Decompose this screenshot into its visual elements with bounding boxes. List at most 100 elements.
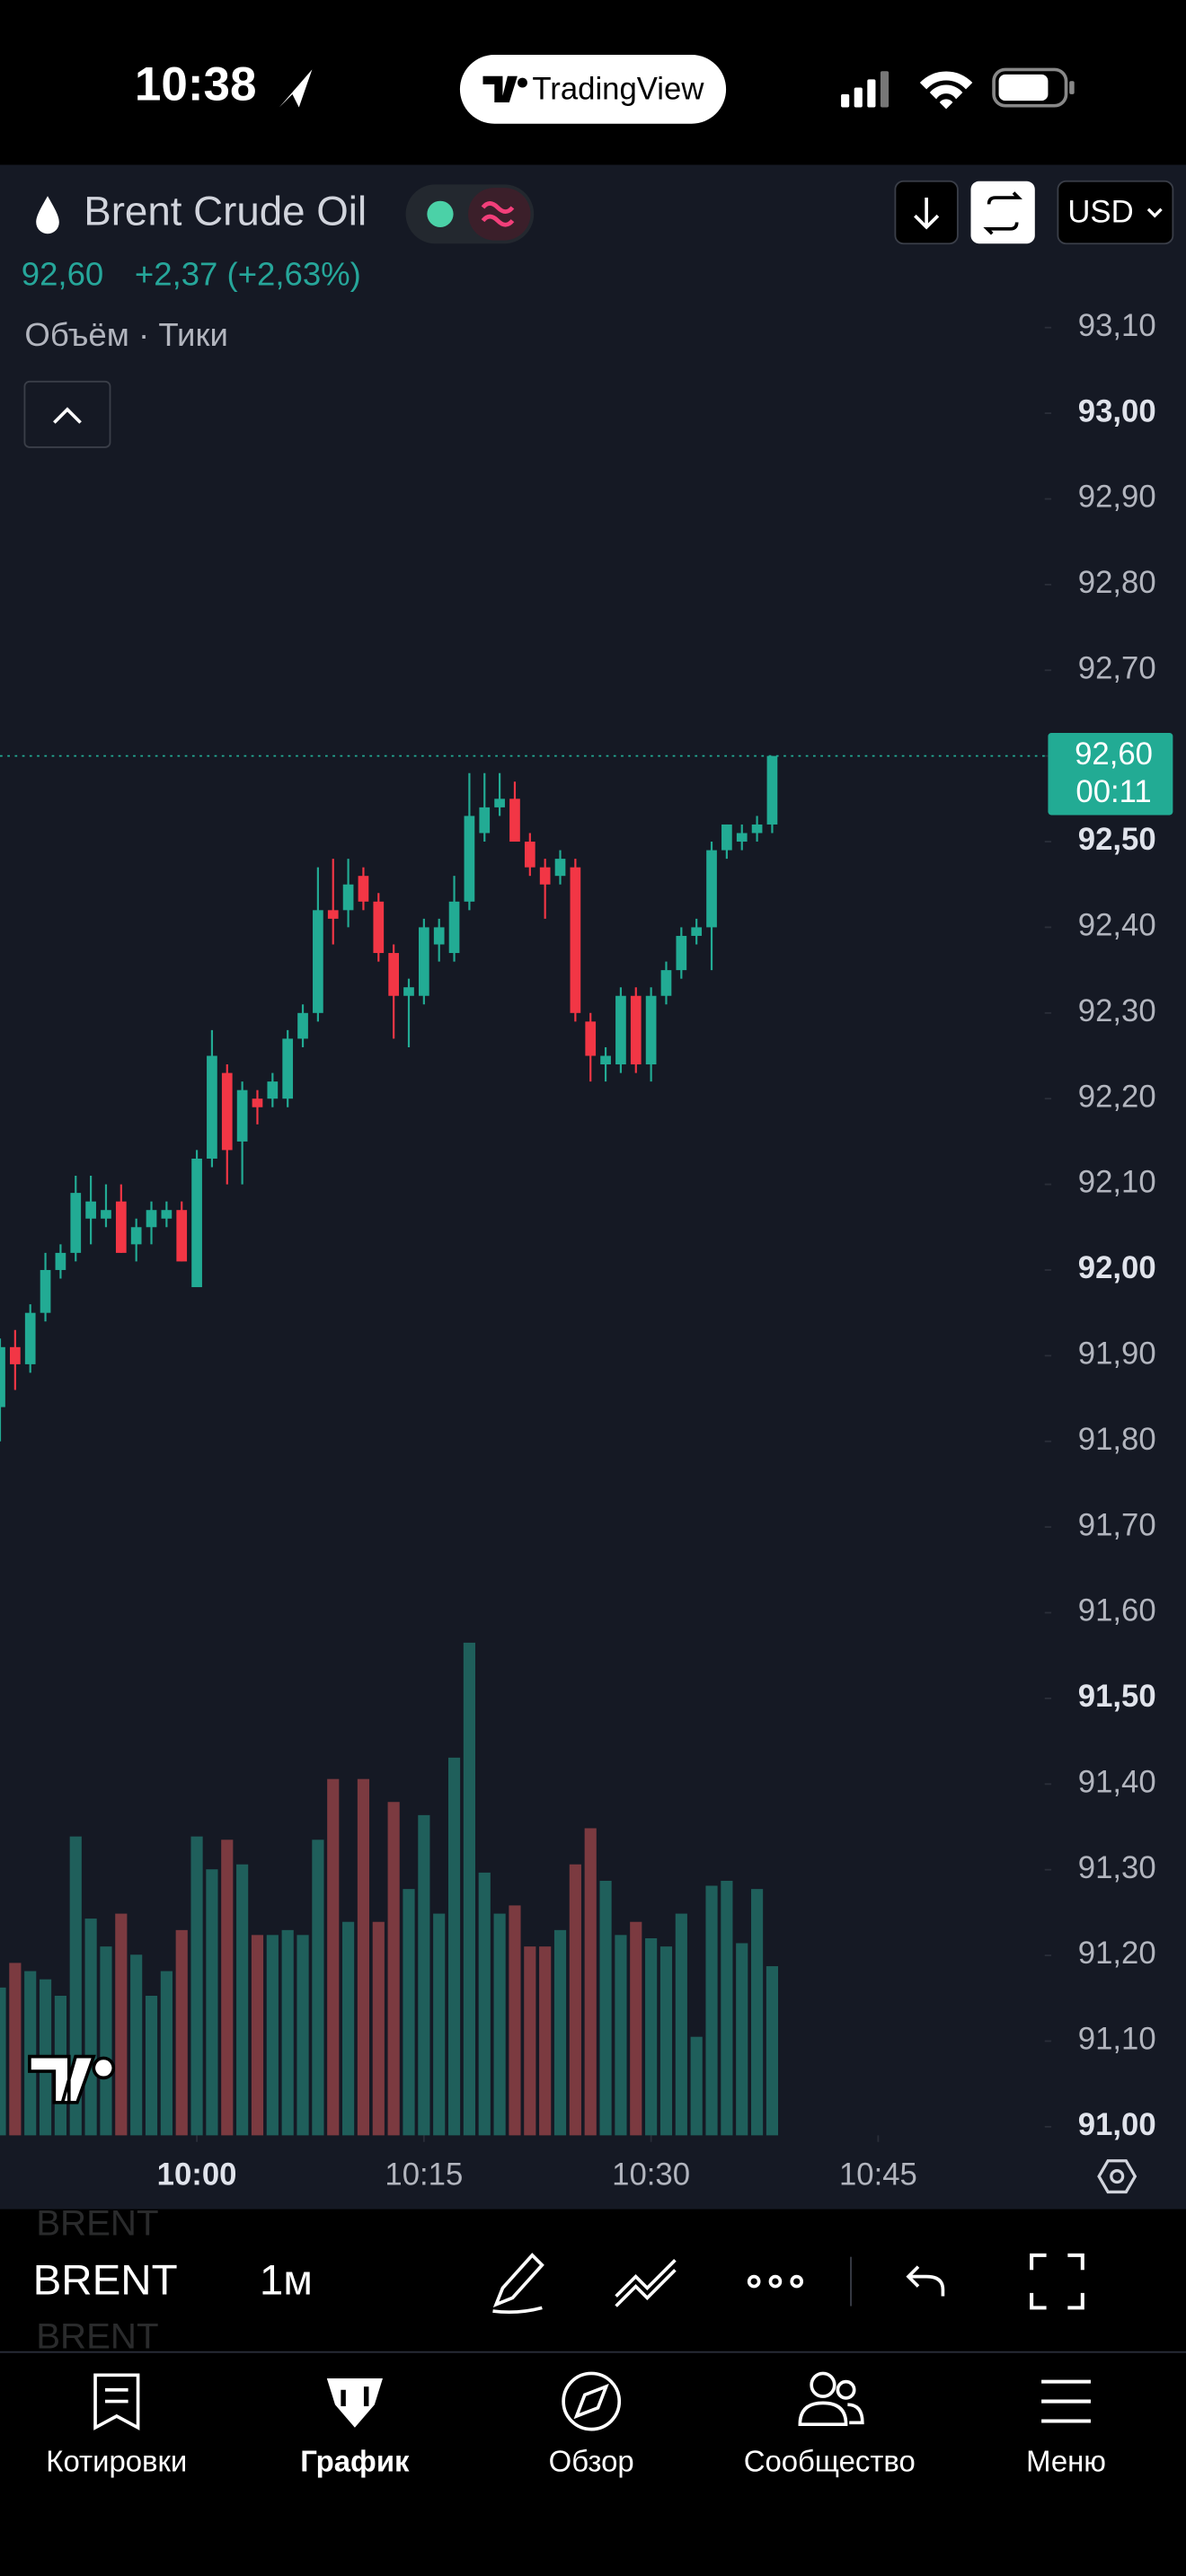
toolbar-symbol[interactable]: BRENT (33, 2256, 178, 2304)
candle-body (373, 901, 385, 954)
y-tick-label: 91,10 (1078, 2023, 1156, 2057)
volume-bar (190, 1836, 203, 2136)
currency-caret (1146, 207, 1163, 218)
x-tick-label: 10:45 (839, 2157, 917, 2192)
y-tick-label: 92,30 (1078, 994, 1156, 1028)
volume-bar (690, 2036, 703, 2136)
candle-body (297, 1012, 308, 1039)
symbol-name[interactable]: Brent Crude Oil (84, 188, 367, 234)
volume-bar (599, 1881, 612, 2136)
volume-bar (553, 1929, 567, 2136)
volume-bar (206, 1869, 218, 2136)
volume-bar (0, 1987, 6, 2136)
y-tick-label: 91,90 (1078, 1337, 1156, 1372)
tv-logo (482, 75, 527, 102)
y-tick-label: 92,50 (1078, 823, 1156, 857)
candle-body (660, 970, 672, 996)
candle-body (342, 884, 354, 911)
draw-tool[interactable] (492, 2253, 544, 2315)
volume-bar (130, 1954, 143, 2136)
candle-body (524, 842, 535, 868)
candle-body (313, 910, 323, 1013)
candle-body (706, 850, 717, 928)
collapse-button[interactable] (23, 380, 111, 448)
nav-label[interactable]: Сообщество (744, 2445, 916, 2478)
x-tick-label: 10:30 (612, 2157, 690, 2192)
volume-bar (493, 1913, 506, 2136)
bar-countdown: 00:11 (1075, 775, 1151, 809)
compare-button[interactable] (970, 181, 1035, 244)
app-pill[interactable] (459, 54, 727, 124)
last-price-badge (1048, 733, 1173, 816)
candle-body (252, 1098, 263, 1107)
currency-button[interactable] (1057, 180, 1174, 245)
candle-body (327, 910, 339, 919)
candle-body (236, 1090, 248, 1142)
volume-bar (509, 1905, 521, 2136)
volume-bar (463, 1642, 475, 2136)
nav-label[interactable]: Обзор (549, 2445, 634, 2478)
candle-body (70, 1193, 82, 1253)
candle-body (161, 1210, 173, 1219)
candle-body (721, 824, 732, 851)
candle-body (10, 1346, 21, 1364)
volume-bar (675, 1913, 687, 2136)
market-open-dot (427, 200, 454, 227)
indicator-tool[interactable] (615, 2259, 677, 2307)
candle-body (615, 995, 626, 1065)
symbol-ghost-prev: BRENT (36, 2203, 158, 2244)
nav-label[interactable]: График (300, 2445, 410, 2478)
candle-body (207, 1055, 217, 1159)
volume-bar (387, 1802, 400, 2136)
currency: USD (1067, 195, 1133, 229)
candle-body (40, 1269, 51, 1313)
volume-bar (645, 1937, 658, 2136)
y-tick-label: 91,30 (1078, 1851, 1156, 1885)
plot: 93,10 93,00 92,90 92,80 92,70 92,60 92,50 92,40… (0, 309, 1173, 2192)
volume-bar (478, 1872, 491, 2136)
candle-body (539, 867, 551, 885)
volume-bar (736, 1943, 748, 2136)
volume-bar (100, 1946, 112, 2136)
candle-body (494, 798, 505, 807)
nav-icon-chart-candles (341, 2386, 369, 2407)
y-tick-label: 91,40 (1078, 1765, 1156, 1799)
last-price-label: 92,60 (1075, 737, 1153, 772)
status-time: 10:38 (135, 58, 257, 111)
collapse-icon (53, 407, 82, 424)
compare-icon (983, 191, 1022, 235)
nav-icon-menu (1041, 2379, 1091, 2423)
candle-body (766, 755, 778, 825)
y-tick-label: 91,70 (1078, 1508, 1156, 1542)
candle-body (24, 1312, 36, 1364)
fullscreen-button[interactable] (1030, 2253, 1084, 2310)
nav-label[interactable]: Котировки (46, 2445, 187, 2478)
volume-bar (312, 1839, 324, 2136)
undo-button[interactable] (906, 2265, 945, 2297)
volume-bar (659, 1946, 673, 2136)
volume-bar (418, 1814, 430, 2136)
volume-bar (266, 1935, 279, 2136)
y-tick-label: 91,80 (1078, 1423, 1156, 1457)
volume-bar (251, 1935, 264, 2136)
wifi-icon (919, 71, 973, 110)
y-tick-label: 92,80 (1078, 566, 1156, 600)
candle-body (676, 935, 687, 971)
nav-label[interactable]: Меню (1026, 2445, 1106, 2478)
volume-bar (447, 1757, 461, 2136)
toolbar-interval[interactable]: 1м (260, 2256, 313, 2304)
settings-button[interactable] (1097, 2159, 1137, 2194)
candle-body (403, 987, 414, 996)
volume-bar (433, 1913, 446, 2136)
candle-body (751, 824, 763, 834)
battery-cap (1069, 81, 1075, 94)
y-tick-label: 92,10 (1078, 1166, 1156, 1200)
volume-bar (342, 1921, 355, 2136)
candle-body (479, 807, 491, 834)
nav-icon-compass (573, 2383, 609, 2420)
volume-bar (175, 1929, 188, 2136)
more-tool[interactable] (747, 2274, 804, 2289)
y-tick-label: 91,00 (1078, 2108, 1156, 2142)
volume-bar (9, 1963, 22, 2136)
candle-body (388, 953, 399, 996)
